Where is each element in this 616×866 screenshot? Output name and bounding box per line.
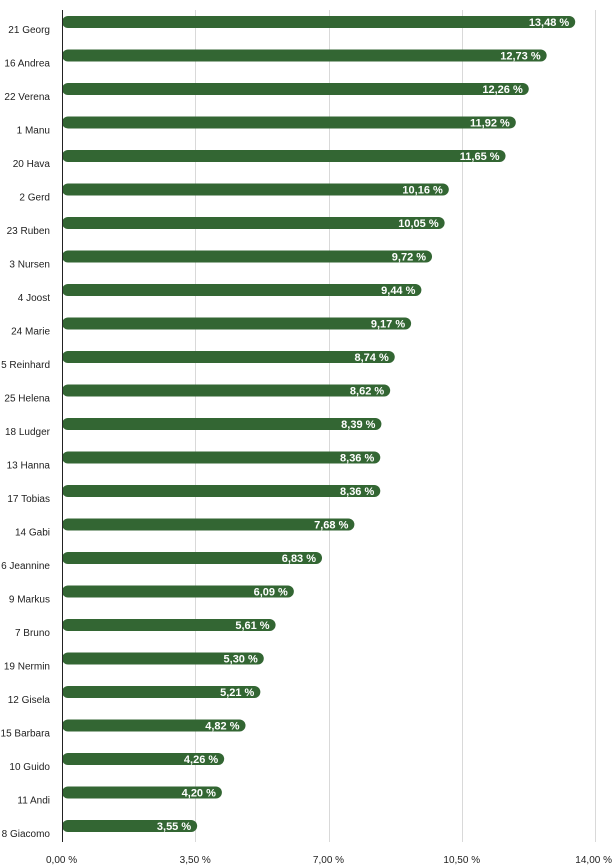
category-label: 5 Reinhard	[1, 360, 50, 371]
bar-value-label: 3,55 %	[157, 821, 191, 833]
category-label: 24 Marie	[11, 327, 50, 338]
category-label: 11 Andi	[17, 796, 50, 807]
bar	[62, 518, 355, 531]
category-label: 19 Nermin	[4, 662, 50, 673]
bar-value-label: 5,30 %	[224, 654, 258, 666]
bar	[62, 150, 506, 162]
x-tick-label: 3,50 %	[180, 855, 211, 866]
bar-value-label: 5,21 %	[220, 687, 254, 699]
category-labels: 21 Georg 16 Andrea 22 Verena 1 Manu 20 Hava 2…	[1, 25, 51, 840]
category-label: 14 Gabi	[15, 528, 50, 539]
category-label: 2 Gerd	[19, 193, 50, 204]
x-tick-label: 10,50 %	[443, 855, 480, 866]
bar-value-label: 8,36 %	[340, 453, 374, 465]
x-tick-labels: 0,00 % 3,50 % 7,00 % 10,50 % 14,00 %	[46, 855, 612, 866]
category-label: 20 Hava	[13, 159, 51, 170]
category-label: 9 Markus	[9, 595, 50, 606]
category-label: 1 Manu	[17, 126, 50, 137]
bar-value-label: 9,72 %	[392, 252, 426, 264]
bars: 13,48 % 12,73 % 12,26 % 11,92 % 11,65 % 10,16…	[62, 16, 576, 833]
bar	[62, 250, 433, 263]
bar	[62, 49, 547, 62]
category-label: 17 Tobias	[7, 494, 50, 505]
bar-value-label: 6,83 %	[282, 553, 316, 565]
bar	[62, 418, 382, 430]
bar	[62, 552, 323, 564]
category-label: 10 Guido	[9, 762, 50, 773]
category-label: 15 Barbara	[1, 729, 51, 740]
bar-value-label: 8,74 %	[354, 352, 388, 364]
x-tick-label: 14,00 %	[575, 855, 612, 866]
bar	[62, 719, 246, 732]
category-label: 13 Hanna	[7, 461, 51, 472]
bar	[62, 820, 198, 832]
bar-value-label: 9,17 %	[371, 319, 405, 331]
bar	[62, 16, 576, 28]
bar-value-label: 4,20 %	[182, 788, 216, 800]
bar-value-label: 8,39 %	[341, 419, 375, 431]
category-label: 3 Nursen	[9, 260, 50, 271]
bar	[62, 116, 516, 129]
category-label: 18 Ludger	[5, 427, 51, 438]
bar-value-label: 8,36 %	[340, 486, 374, 498]
bar	[62, 351, 395, 363]
bar	[62, 652, 264, 665]
bar-value-label: 11,92 %	[470, 118, 510, 130]
category-label: 12 Gisela	[8, 695, 51, 706]
bar	[62, 485, 381, 497]
bar	[62, 317, 412, 330]
bar	[62, 217, 445, 229]
bar-value-label: 5,61 %	[235, 620, 269, 632]
bar-value-label: 6,09 %	[254, 587, 288, 599]
category-label: 23 Ruben	[7, 226, 50, 237]
category-label: 21 Georg	[8, 25, 50, 36]
bar	[62, 183, 449, 196]
bar	[62, 753, 225, 765]
bar-value-label: 4,26 %	[184, 754, 218, 766]
category-label: 7 Bruno	[15, 628, 50, 639]
bar-value-label: 8,62 %	[350, 386, 384, 398]
bar-value-label: 13,48 %	[529, 17, 570, 29]
x-tick-label: 7,00 %	[313, 855, 344, 866]
bar	[62, 585, 294, 598]
bar	[62, 384, 391, 397]
bar-value-label: 10,16 %	[402, 185, 443, 197]
x-tick-label: 0,00 %	[46, 855, 77, 866]
bar	[62, 83, 529, 95]
bar-value-label: 11,65 %	[460, 151, 500, 163]
bar-value-label: 7,68 %	[314, 520, 348, 532]
bar-value-label: 10,05 %	[398, 218, 439, 230]
bar-value-label: 9,44 %	[381, 285, 415, 297]
bar	[62, 686, 261, 698]
bar	[62, 284, 422, 296]
bar	[62, 619, 276, 631]
category-label: 22 Verena	[4, 92, 50, 103]
category-label: 25 Helena	[4, 394, 50, 405]
category-label: 6 Jeannine	[1, 561, 50, 572]
category-label: 8 Giacomo	[2, 829, 51, 840]
category-label: 16 Andrea	[4, 59, 50, 70]
bar	[62, 786, 222, 799]
bar-value-label: 12,73 %	[500, 51, 541, 63]
bar	[62, 451, 381, 464]
category-label: 4 Joost	[18, 293, 50, 304]
bar-value-label: 12,26 %	[482, 84, 523, 96]
bar-value-label: 4,82 %	[205, 721, 239, 733]
